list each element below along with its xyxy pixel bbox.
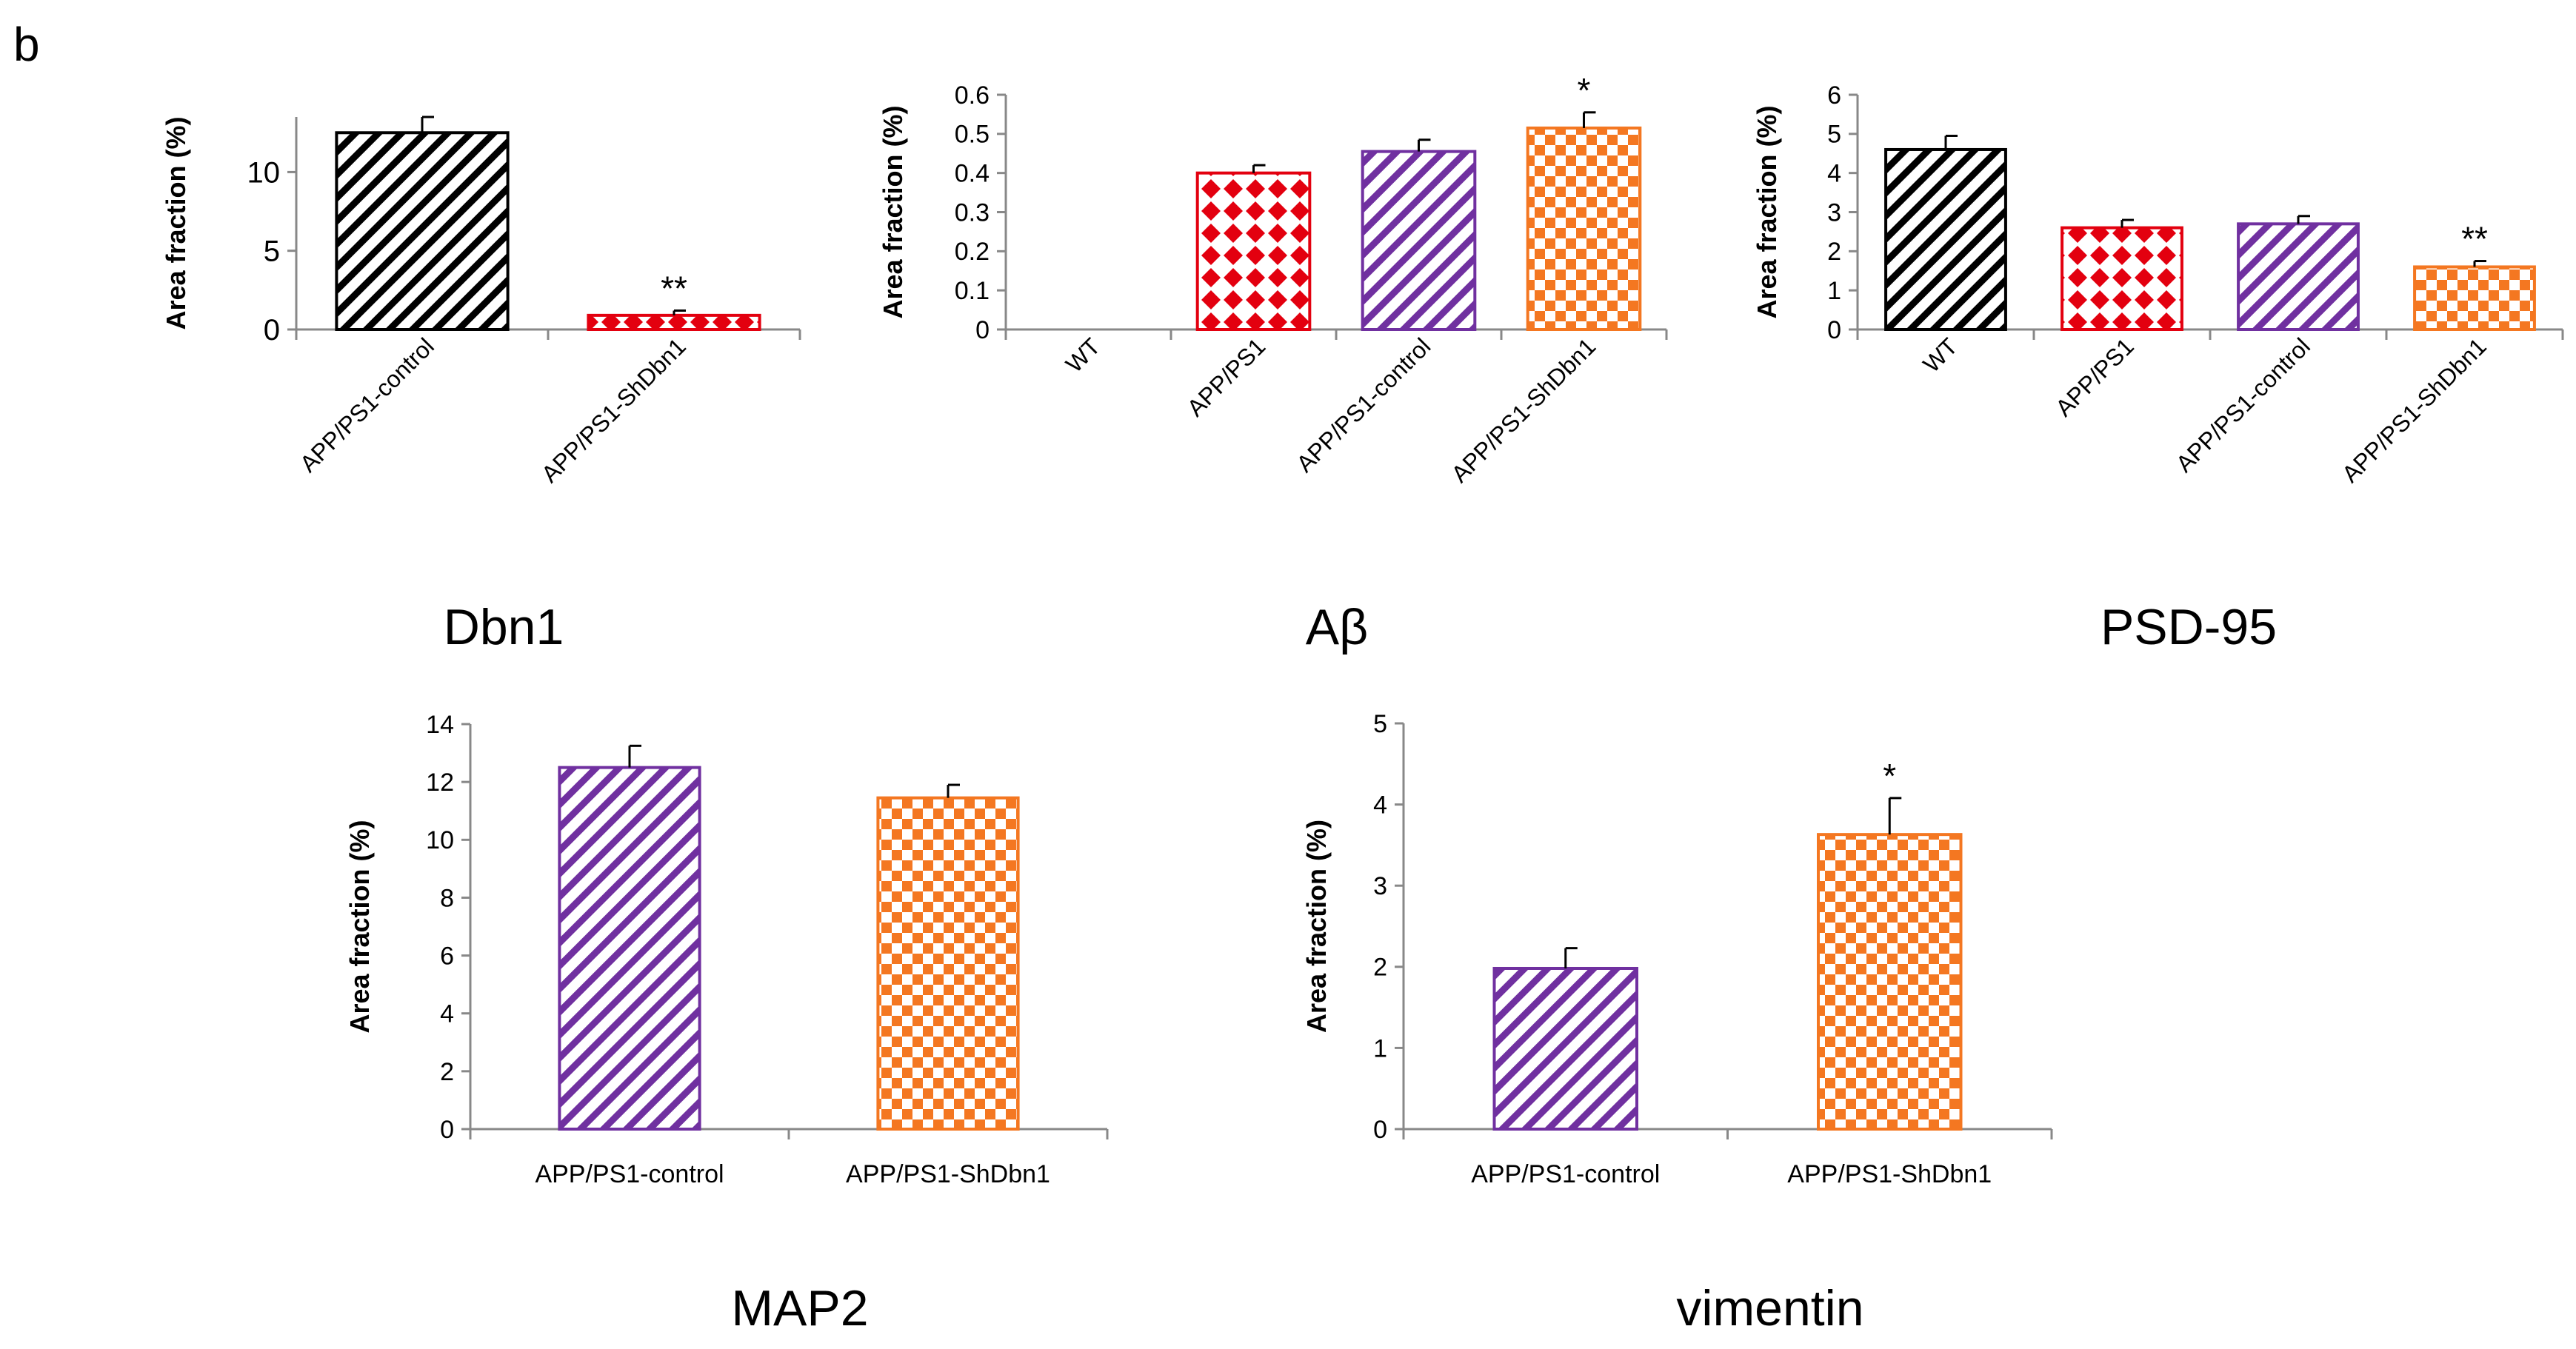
y-tick-label: 2	[1373, 954, 1387, 982]
y-tick-label: 5	[1827, 121, 1841, 149]
category-label: APP/PS1-control	[1291, 332, 1435, 477]
y-tick-label: 1	[1373, 1034, 1387, 1062]
y-tick-label: 12	[426, 769, 454, 797]
y-tick-label: 0.5	[955, 121, 990, 149]
y-tick-label: 0.4	[955, 160, 990, 188]
category-label: APP/PS1-ShDbn1	[1787, 1160, 1992, 1188]
chart-psd95: 0 1 2 3 4 5 6 Area fraction (%) WT APP/PS1 APP/PS1…	[1752, 81, 2564, 655]
chart-title: PSD-95	[2100, 599, 2277, 655]
y-tick-label: 1	[1827, 277, 1841, 305]
y-tick-label: 0.2	[955, 238, 990, 266]
category-label: APP/PS1-ShDbn1	[846, 1160, 1050, 1188]
y-tick-label: 8	[440, 884, 454, 912]
category-label: APP/PS1-control	[2171, 332, 2315, 477]
y-tick-label: 3	[1373, 872, 1387, 900]
bar	[1361, 150, 1477, 331]
bar	[2061, 226, 2183, 331]
y-tick-label: 4	[1373, 791, 1387, 820]
bar	[1817, 833, 1963, 1131]
y-tick-label: 0	[1827, 316, 1841, 344]
bar	[2413, 265, 2536, 332]
category-label: APP/PS1-ShDbn1	[2337, 332, 2492, 487]
y-tick-label: 10	[247, 156, 281, 189]
y-tick-label: 0	[440, 1116, 454, 1144]
category-label: WT	[1061, 332, 1106, 378]
bar	[587, 313, 761, 332]
chart-abeta: 0 0.1 0.2 0.3 0.4 0.5 0.6 Area fraction (%) WT AP…	[878, 71, 1668, 655]
y-tick-label: 0.3	[955, 198, 990, 227]
y-tick-label: 6	[1827, 81, 1841, 110]
chart-title: Dbn1	[444, 599, 564, 655]
y-axis-label: Area fraction (%)	[1301, 820, 1332, 1033]
bar	[2237, 222, 2360, 331]
y-tick-label: 10	[426, 826, 454, 854]
category-label: APP/PS1	[2050, 332, 2139, 421]
y-axis-label: Area fraction (%)	[1752, 105, 1782, 318]
y-tick-label: 0.1	[955, 277, 990, 305]
y-tick-label: 2	[1827, 238, 1841, 266]
y-axis-label: Area fraction (%)	[344, 820, 375, 1033]
bar	[1526, 126, 1642, 332]
y-tick-label: 0	[1373, 1116, 1387, 1144]
y-tick-label: 4	[440, 1000, 454, 1028]
y-tick-label: 5	[1373, 710, 1387, 738]
significance-marker: *	[1578, 71, 1591, 110]
y-tick-label: 3	[1827, 198, 1841, 227]
y-tick-label: 2	[440, 1058, 454, 1086]
chart-dbn1: 0 5 10 Area fraction (%) APP/PS1-control ** AP…	[161, 116, 801, 655]
y-tick-label: 5	[264, 235, 280, 268]
y-tick-label: 0.6	[955, 81, 990, 110]
bar	[335, 131, 510, 332]
category-label: APP/PS1-ShDbn1	[1446, 332, 1601, 487]
chart-vimentin: 0 1 2 3 4 5 Area fraction (%) APP/PS1-control * A…	[1301, 710, 2053, 1336]
chart-map2: 0 2 4 6 8 10 12 14 Area fraction (%) APP/PS1-cont…	[344, 711, 1109, 1336]
significance-marker: **	[661, 269, 687, 307]
significance-marker: **	[2461, 220, 2488, 258]
y-tick-label: 6	[440, 942, 454, 970]
category-label: WT	[1918, 332, 1963, 378]
category-label: APP/PS1	[1182, 332, 1271, 421]
category-label: APP/PS1-control	[535, 1160, 724, 1188]
bar	[1492, 966, 1638, 1131]
bar	[876, 796, 1020, 1131]
category-label: APP/PS1-control	[1471, 1160, 1660, 1188]
bar	[1884, 147, 2007, 331]
bar	[1195, 171, 1312, 331]
chart-title: Aβ	[1306, 599, 1368, 655]
y-tick-label: 0	[264, 314, 280, 347]
chart-title: vimentin	[1676, 1280, 1863, 1336]
category-label: APP/PS1-ShDbn1	[536, 332, 691, 487]
chart-title: MAP2	[731, 1280, 868, 1336]
y-tick-label: 14	[426, 711, 454, 739]
y-tick-label: 4	[1827, 160, 1841, 188]
category-label: APP/PS1-control	[295, 332, 439, 477]
y-tick-label: 0	[975, 316, 990, 344]
significance-marker: *	[1883, 757, 1896, 795]
bar	[558, 766, 701, 1131]
y-axis-label: Area fraction (%)	[161, 116, 191, 329]
panel-label: b	[13, 18, 40, 71]
y-axis-label: Area fraction (%)	[878, 105, 908, 318]
